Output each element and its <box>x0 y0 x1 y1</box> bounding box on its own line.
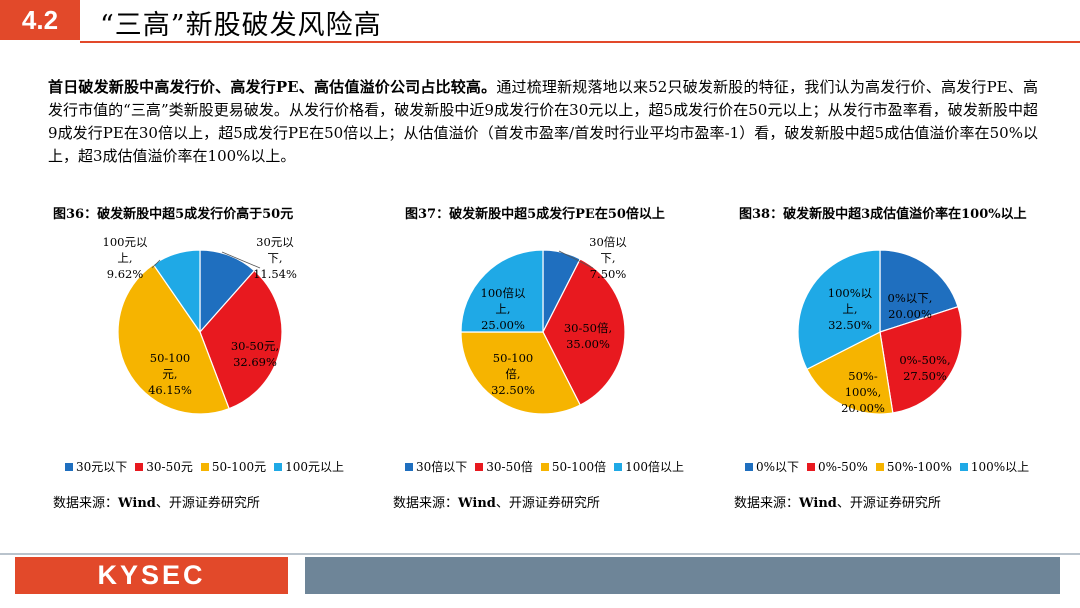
legend-item: 30-50倍 <box>475 458 533 475</box>
figure-38-legend: 0%以下 0%-50% 50%-100% 100%以上 <box>745 458 1029 475</box>
figure-37-pie: 30倍以下, 7.50% 30-50倍, 35.00% 50-100 倍, 32.50% 10… <box>460 235 627 415</box>
intro-body: 通过梳理新规落地以来52只破发新股的特征，我们认为高发行价、高发行PE、高发行市… <box>48 78 1038 165</box>
source-label: 数据来源： <box>53 496 119 511</box>
legend-swatch <box>475 462 484 471</box>
legend-label: 30-50倍 <box>486 460 533 474</box>
figure-37-title: 图37：破发新股中超5成发行PE在50倍以上 <box>405 207 665 222</box>
source-rest: 、开源证券研究所 <box>836 496 941 511</box>
intro-paragraph: 首日破发新股中高发行价、高发行PE、高估值溢价公司占比较高。通过梳理新规落地以来… <box>48 76 1038 168</box>
intro-lead: 首日破发新股中高发行价、高发行PE、高估值溢价公司占比较高。 <box>48 78 497 96</box>
leader-line <box>558 250 594 269</box>
legend-swatch <box>745 462 753 471</box>
legend-swatch <box>135 462 144 471</box>
legend-swatch <box>807 462 816 471</box>
legend-item: 30元以下 <box>65 458 127 475</box>
legend-item: 30倍以下 <box>405 458 467 475</box>
pie-slice <box>460 331 582 415</box>
pie-slice <box>152 249 201 334</box>
pie-slice <box>797 249 881 371</box>
leader-line <box>151 259 161 269</box>
source-name: Wind <box>458 496 496 511</box>
legend-item: 100倍以上 <box>614 458 684 475</box>
data-label: 30倍以下, 7.50% <box>589 235 627 281</box>
data-label: 100倍以上, 25.00% <box>481 286 526 332</box>
legend-swatch <box>875 462 884 471</box>
data-label: 30-50倍, 35.00% <box>564 321 612 351</box>
figure-36-source: 数据来源：Wind、开源证券研究所 <box>53 492 260 511</box>
legend-swatch <box>540 462 549 471</box>
data-label: 100元以上, 9.62% <box>103 235 148 281</box>
legend-label: 0%以下 <box>756 460 800 474</box>
pie-slice <box>879 305 963 414</box>
source-label: 数据来源： <box>393 496 459 511</box>
data-label: 0%以下, 20.00% <box>888 291 933 321</box>
data-label: 50%-100%, 20.00% <box>841 369 885 415</box>
legend-item: 50-100倍 <box>540 458 607 475</box>
title-divider <box>80 41 1080 43</box>
legend-label: 100元以上 <box>285 460 345 474</box>
pie-slice <box>199 269 283 410</box>
figure-38-title: 图38：破发新股中超3成估值溢价率在100%以上 <box>739 207 1027 222</box>
legend-label: 100%以上 <box>970 460 1030 474</box>
footer-bar <box>305 557 1060 594</box>
section-number: 4.2 <box>0 0 80 40</box>
source-label: 数据来源： <box>734 496 800 511</box>
legend-label: 30倍以下 <box>416 460 468 474</box>
logo-text: KYSEC <box>97 560 206 590</box>
legend-swatch <box>614 462 623 471</box>
figure-37-source: 数据来源：Wind、开源证券研究所 <box>393 492 600 511</box>
legend-item: 0%-50% <box>807 458 868 475</box>
pie-slice <box>879 249 959 333</box>
legend-item: 50%-100% <box>875 458 952 475</box>
legend-item: 50-100元 <box>200 458 267 475</box>
source-name: Wind <box>799 496 837 511</box>
legend-label: 50%-100% <box>886 459 952 474</box>
figure-36-pie: 30元以下, 11.54% 30-50元, 32.69% 50-100 元, 46.15% 1… <box>103 235 297 415</box>
source-rest: 、开源证券研究所 <box>495 496 600 511</box>
page-title: “三高”新股破发风险高 <box>100 10 382 41</box>
figure-37-legend: 30倍以下 30-50倍 50-100倍 100倍以上 <box>405 458 684 475</box>
kysec-logo: KYSEC <box>15 557 288 594</box>
legend-swatch <box>65 462 73 471</box>
legend-label: 50-100元 <box>211 460 267 474</box>
figure-36-title: 图36：破发新股中超5成发行价高于50元 <box>53 207 294 222</box>
figure-38-pie: 0%以下, 20.00% 0%-50%, 27.50% 50%-100%, 20.00% 1… <box>797 249 963 415</box>
source-name: Wind <box>118 496 156 511</box>
legend-item: 100元以上 <box>274 458 344 475</box>
legend-swatch <box>274 462 283 471</box>
legend-label: 100倍以上 <box>625 460 685 474</box>
legend-item: 100%以上 <box>959 458 1030 475</box>
legend-label: 30-50元 <box>146 460 193 474</box>
legend-swatch <box>959 462 968 471</box>
legend-label: 50-100倍 <box>551 460 607 474</box>
legend-item: 0%以下 <box>745 458 799 475</box>
legend-swatch <box>405 462 413 471</box>
legend-item: 30-50元 <box>135 458 193 475</box>
data-label: 50-100 元, 46.15% <box>148 351 192 397</box>
data-label: 50-100 倍, 32.50% <box>491 351 535 397</box>
figure-38-source: 数据来源：Wind、开源证券研究所 <box>734 492 941 511</box>
data-label: 100%以上, 32.50% <box>828 286 873 332</box>
data-label: 30元以下, 11.54% <box>253 235 297 281</box>
legend-label: 30元以下 <box>76 460 128 474</box>
figure-36-legend: 30元以下 30-50元 50-100元 100元以上 <box>65 458 344 475</box>
data-label: 30-50元, 32.69% <box>231 339 279 369</box>
pie-slice <box>806 331 894 415</box>
data-label: 0%-50%, 27.50% <box>899 353 950 383</box>
pie-slice <box>460 249 544 333</box>
footer-divider <box>0 553 1080 555</box>
pie-slice <box>542 258 626 406</box>
legend-label: 0%-50% <box>818 459 868 474</box>
source-rest: 、开源证券研究所 <box>155 496 260 511</box>
legend-swatch <box>200 462 209 471</box>
pie-slice <box>117 263 230 415</box>
leader-line <box>221 251 261 269</box>
